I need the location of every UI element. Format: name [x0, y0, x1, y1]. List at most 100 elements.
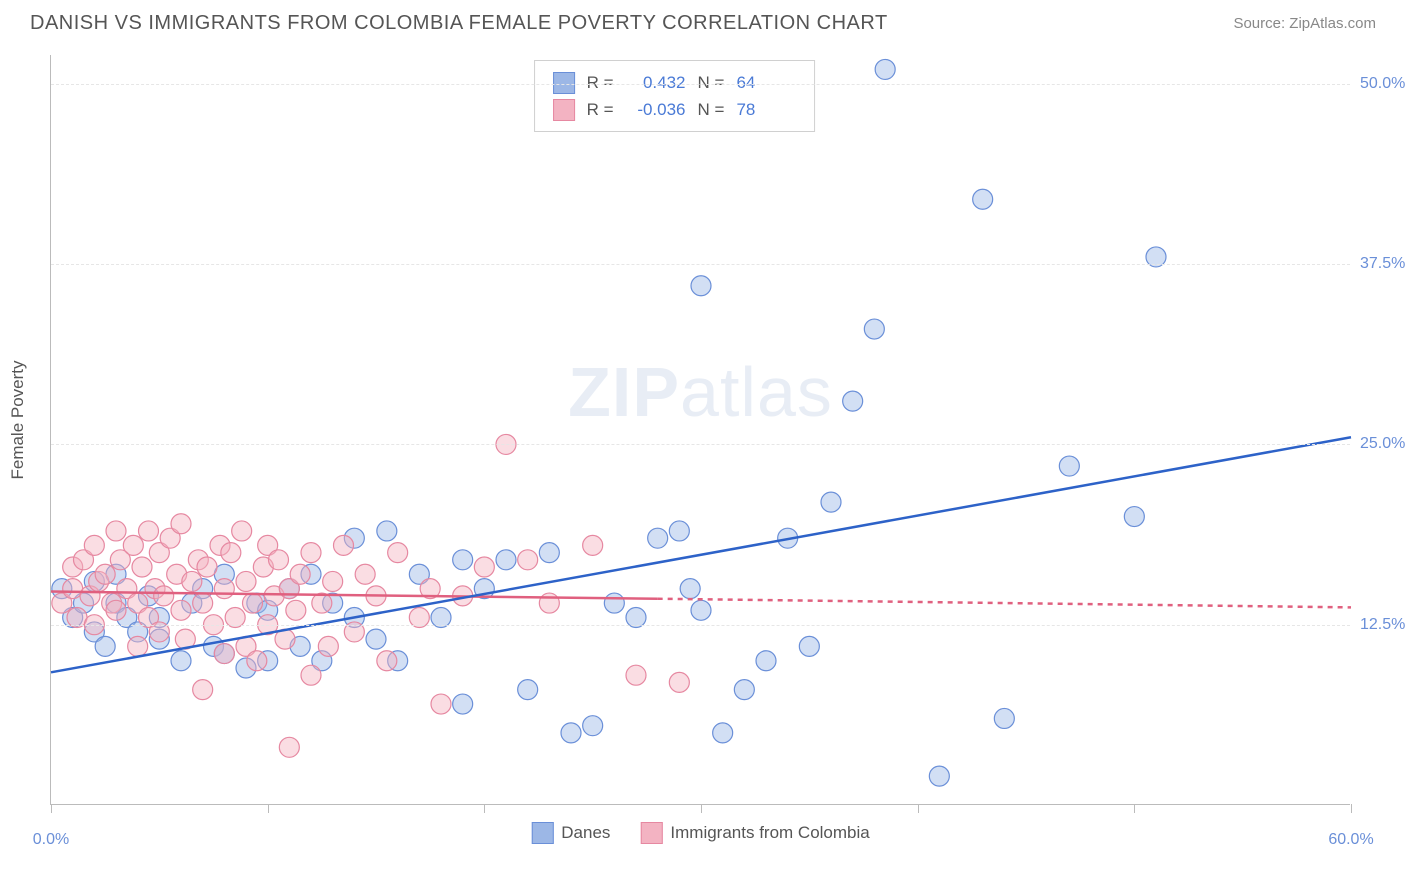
data-point: [518, 680, 538, 700]
data-point: [604, 593, 624, 613]
data-point: [648, 528, 668, 548]
data-point: [243, 593, 263, 613]
data-point: [197, 557, 217, 577]
data-point: [279, 737, 299, 757]
data-point: [323, 571, 343, 591]
data-point: [232, 521, 252, 541]
data-point: [193, 680, 213, 700]
data-point: [171, 514, 191, 534]
r-value-colombia: -0.036: [626, 96, 686, 123]
data-point: [377, 521, 397, 541]
data-point: [182, 571, 202, 591]
x-tick: [918, 804, 919, 813]
data-point: [539, 543, 559, 563]
x-tick: [1134, 804, 1135, 813]
stats-row-danes: R = 0.432 N = 64: [553, 69, 797, 96]
data-point: [583, 535, 603, 555]
n-value-danes: 64: [736, 69, 796, 96]
data-point: [1059, 456, 1079, 476]
chart-title: DANISH VS IMMIGRANTS FROM COLOMBIA FEMAL…: [30, 12, 888, 35]
data-point: [95, 564, 115, 584]
y-tick-label: 50.0%: [1360, 75, 1406, 93]
data-point: [95, 636, 115, 656]
data-point: [626, 665, 646, 685]
data-point: [221, 543, 241, 563]
y-tick-label: 37.5%: [1360, 255, 1406, 273]
data-point: [132, 557, 152, 577]
data-point: [318, 636, 338, 656]
data-point: [453, 550, 473, 570]
data-point: [453, 694, 473, 714]
data-point: [123, 535, 143, 555]
data-point: [236, 571, 256, 591]
data-point: [269, 550, 289, 570]
data-point: [128, 636, 148, 656]
data-point: [496, 550, 516, 570]
data-point: [561, 723, 581, 743]
data-point: [474, 557, 494, 577]
data-point: [539, 593, 559, 613]
data-point: [214, 579, 234, 599]
trend-line: [51, 437, 1351, 672]
data-point: [875, 59, 895, 79]
data-point: [171, 651, 191, 671]
data-point: [214, 644, 234, 664]
n-label: N =: [698, 69, 725, 96]
data-point: [193, 593, 213, 613]
data-point: [973, 189, 993, 209]
n-label: N =: [698, 96, 725, 123]
data-point: [334, 535, 354, 555]
y-tick-label: 12.5%: [1360, 616, 1406, 634]
data-point: [301, 543, 321, 563]
data-point: [431, 694, 451, 714]
swatch-danes: [553, 72, 575, 94]
x-tick: [268, 804, 269, 813]
correlation-stats-box: R = 0.432 N = 64 R = -0.036 N = 78: [534, 60, 816, 132]
data-point: [301, 665, 321, 685]
data-point: [84, 535, 104, 555]
data-point: [518, 550, 538, 570]
n-value-colombia: 78: [736, 96, 796, 123]
source-attribution: Source: ZipAtlas.com: [1233, 15, 1376, 32]
data-point: [154, 586, 174, 606]
data-point: [691, 276, 711, 296]
grid-line: [51, 84, 1350, 85]
data-point: [286, 600, 306, 620]
data-point: [680, 579, 700, 599]
grid-line: [51, 625, 1350, 626]
data-point: [377, 651, 397, 671]
data-point: [583, 716, 603, 736]
data-point: [756, 651, 776, 671]
data-point: [843, 391, 863, 411]
data-point: [139, 521, 159, 541]
data-point: [290, 564, 310, 584]
x-tick: [51, 804, 52, 813]
swatch-colombia: [640, 822, 662, 844]
r-label: R =: [587, 69, 614, 96]
data-point: [106, 521, 126, 541]
data-point: [247, 651, 267, 671]
scatter-svg: [51, 55, 1350, 804]
x-tick-label: 60.0%: [1328, 831, 1373, 849]
data-point: [355, 564, 375, 584]
data-point: [929, 766, 949, 786]
data-point: [994, 708, 1014, 728]
legend-label-colombia: Immigrants from Colombia: [670, 823, 869, 843]
series-legend: Danes Immigrants from Colombia: [531, 822, 869, 844]
y-tick-label: 25.0%: [1360, 435, 1406, 453]
legend-item-danes: Danes: [531, 822, 610, 844]
data-point: [713, 723, 733, 743]
data-point: [171, 600, 191, 620]
grid-line: [51, 444, 1350, 445]
r-label: R =: [587, 96, 614, 123]
x-tick-label: 0.0%: [33, 831, 69, 849]
y-axis-label: Female Poverty: [8, 360, 28, 479]
swatch-danes: [531, 822, 553, 844]
trend-line: [658, 599, 1351, 608]
data-point: [669, 521, 689, 541]
data-point: [1124, 507, 1144, 527]
stats-row-colombia: R = -0.036 N = 78: [553, 96, 797, 123]
x-tick: [484, 804, 485, 813]
x-tick: [1351, 804, 1352, 813]
legend-item-colombia: Immigrants from Colombia: [640, 822, 869, 844]
